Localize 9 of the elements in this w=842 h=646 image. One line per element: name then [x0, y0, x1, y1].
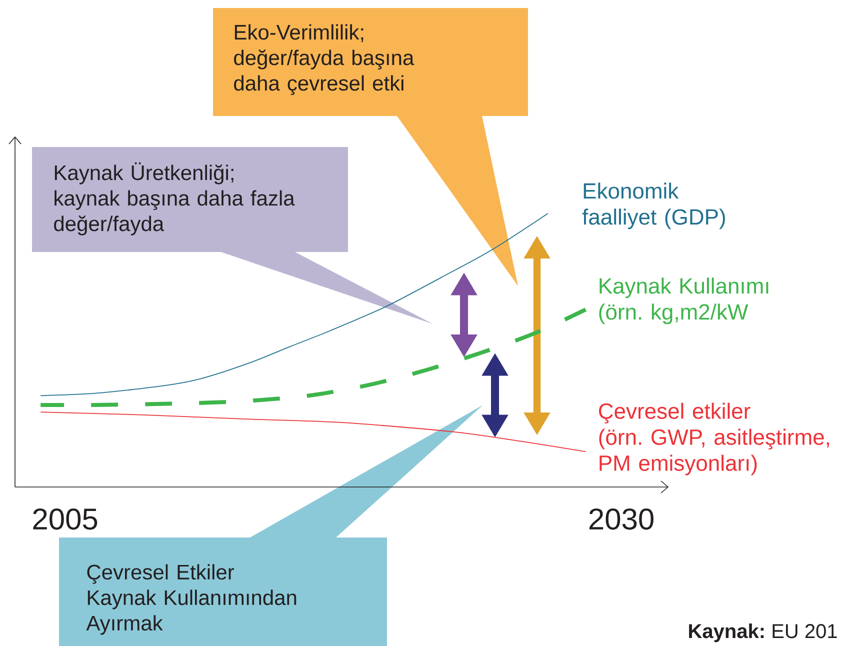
- series-label: Ekonomik faalliyet (GDP): [582, 182, 725, 230]
- annotation: Kaynak Üretkenliği; kaynak başına daha fazla değer/fayda: [54, 162, 295, 236]
- text: Kaynak: EU 201: [689, 624, 837, 642]
- x-tick-label: 2005: [33, 508, 98, 530]
- series-label: Kaynak Kullanımı (örn. kg,m2/kW: [599, 278, 768, 324]
- series-label: Çevresel etkiler (örn. GWP, asitleştirme, PM emisyonları): [599, 402, 829, 476]
- text: Eko-Verimlilik; değer/fayda başına daha çevresel etki: [234, 24, 414, 95]
- text: Çevresel Etkiler Kaynak Kullanımından Ayırmak: [86, 564, 296, 635]
- x-tick-label: 2030: [589, 508, 654, 530]
